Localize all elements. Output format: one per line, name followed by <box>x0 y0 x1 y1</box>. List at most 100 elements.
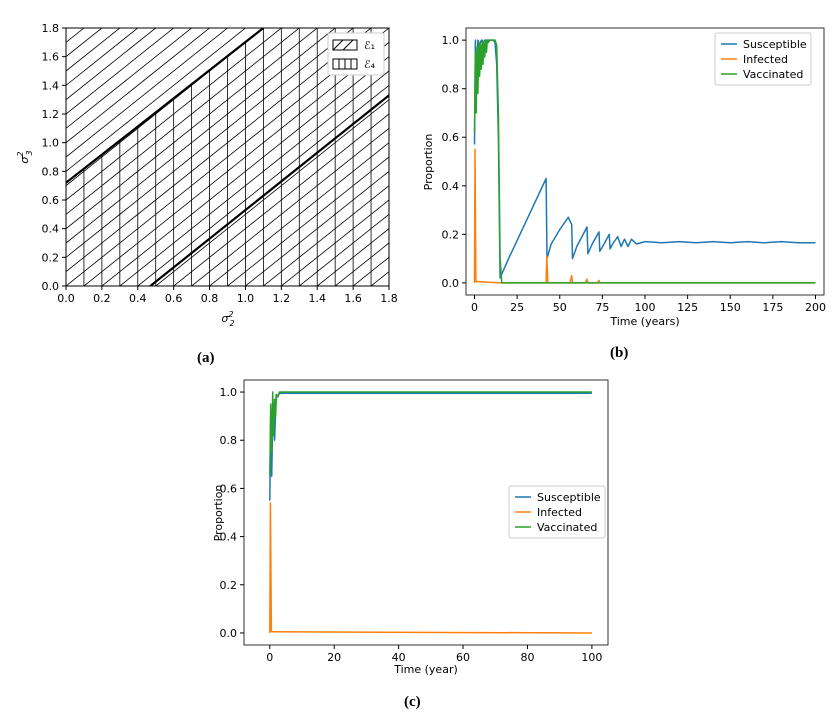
series-line-infected <box>269 502 592 634</box>
x-tick-label: 0.4 <box>129 292 147 305</box>
y-tick-label: 1.4 <box>42 79 60 92</box>
caption-b: (b) <box>610 345 629 361</box>
x-tick-label: 125 <box>677 301 698 314</box>
hatch-diagonal <box>66 28 229 158</box>
legend-label: Susceptible <box>537 491 601 504</box>
y-tick-label: 0.6 <box>442 131 460 144</box>
x-tick-label: 0.6 <box>165 292 183 305</box>
x-tick-label: 1.4 <box>308 292 326 305</box>
y-tick-label: 1.8 <box>42 22 60 35</box>
x-axis-label: Time (years) <box>609 315 679 328</box>
y-ticks: 0.0 0.2 0.4 0.6 0.8 1.0 <box>442 34 466 290</box>
x-ticks: 0 20 40 60 80 100 <box>266 645 602 664</box>
x-tick-label: 80 <box>520 651 534 664</box>
legend-box <box>714 32 812 86</box>
hatch-diagonal <box>66 0 389 14</box>
hatch-diagonal <box>66 28 193 129</box>
chart-b: 0 25 50 75 100 125 150 175 200 0.0 0.2 0.4 0.6 0.8 1.… <box>422 27 826 328</box>
y-tick-label: 1.0 <box>442 34 460 47</box>
x-tick-label: 0 <box>266 651 273 664</box>
y-tick-label: 0.0 <box>442 277 460 290</box>
y-tick-label: 0.2 <box>220 579 238 592</box>
series-line-vaccinated <box>473 39 816 284</box>
hatch-region <box>66 0 389 286</box>
x-ticks: 0.0 0.2 0.4 0.6 0.8 1.0 1.2 1.4 1.6 1.8 <box>57 286 398 305</box>
legend-label: Infected <box>537 506 582 519</box>
caption-a: (a) <box>197 350 215 366</box>
y-tick-label: 1.2 <box>42 108 60 121</box>
x-tick-label: 1.6 <box>344 292 362 305</box>
series-group <box>473 39 816 284</box>
x-tick-label: 1.8 <box>380 292 398 305</box>
legend-label: Vaccinated <box>743 68 803 81</box>
y-axis-label: σ23 <box>16 150 34 163</box>
plot-frame <box>243 379 609 646</box>
series-line-susceptible <box>269 392 592 501</box>
y-tick-label: 0.4 <box>442 180 460 193</box>
y-tick-label: 0.8 <box>42 165 60 178</box>
x-axis-label: Time (year) <box>393 663 458 676</box>
chart-a: 0.0 0.2 0.4 0.6 0.8 1.0 1.2 1.4 1.6 1.8 0.0 0.2 0.4… <box>16 0 398 328</box>
hatch-diagonal <box>66 28 247 172</box>
series-line-infected <box>473 148 816 284</box>
legend: Susceptible Infected Vaccinated <box>508 485 606 539</box>
legend: Susceptible Infected Vaccinated <box>714 32 812 86</box>
legend-label: Infected <box>743 53 788 66</box>
boundary-line <box>149 94 389 286</box>
y-ticks: 0.0 0.2 0.4 0.6 0.8 1.0 1.2 1.4 1.6 1.8 <box>42 22 66 293</box>
x-tick-label: 1.0 <box>237 292 255 305</box>
y-tick-label: 0.8 <box>220 434 238 447</box>
x-tick-label: 50 <box>553 301 567 314</box>
y-axis-label: Proportion <box>212 485 225 542</box>
legend-label: Susceptible <box>743 38 807 51</box>
x-tick-label: 0.8 <box>201 292 219 305</box>
plot-frame <box>65 27 390 287</box>
y-tick-label: 1.6 <box>42 51 60 64</box>
y-tick-label: 0.0 <box>42 280 60 293</box>
y-axis-label: Proportion <box>422 134 435 191</box>
x-ticks: 0 25 50 75 100 125 150 175 200 <box>471 295 826 314</box>
legend-box <box>508 485 606 539</box>
x-tick-label: 25 <box>510 301 524 314</box>
y-tick-label: 0.6 <box>42 194 60 207</box>
x-tick-label: 75 <box>595 301 609 314</box>
x-tick-label: 100 <box>581 651 602 664</box>
hatch-diagonal <box>66 28 157 100</box>
legend-label: Vaccinated <box>537 521 597 534</box>
boundary-lines <box>66 28 389 286</box>
x-tick-label: 1.2 <box>273 292 291 305</box>
legend-label-e4: ℰ₄ <box>364 58 376 71</box>
caption-c: (c) <box>404 694 421 710</box>
x-tick-label: 200 <box>805 301 826 314</box>
y-tick-label: 1.0 <box>42 137 60 150</box>
hatch-diagonal <box>66 28 175 115</box>
x-tick-label: 175 <box>762 301 783 314</box>
series-line-vaccinated <box>269 391 592 477</box>
legend-label-e1: ℰ₁ <box>364 39 375 52</box>
y-tick-label: 0.2 <box>42 251 60 264</box>
y-tick-label: 1.0 <box>220 386 238 399</box>
x-axis-label: σ2 2 <box>221 310 234 328</box>
y-tick-label: 0.4 <box>220 531 238 544</box>
y-tick-label: 0.2 <box>442 228 460 241</box>
x-tick-label: 60 <box>456 651 470 664</box>
y-tick-label: 0.8 <box>442 83 460 96</box>
x-tick-label: 40 <box>392 651 406 664</box>
hatch-diagonal <box>66 28 211 143</box>
legend: ℰ₁ ℰ₄ <box>327 32 385 76</box>
hatch-diagonal <box>66 28 139 86</box>
x-tick-label: 0.0 <box>57 292 75 305</box>
y-tick-label: 0.0 <box>220 627 238 640</box>
x-tick-label: 150 <box>720 301 741 314</box>
y-ticks: 0.0 0.2 0.4 0.6 0.8 1.0 <box>220 386 244 640</box>
y-tick-label: 0.6 <box>220 482 238 495</box>
x-tick-label: 100 <box>635 301 656 314</box>
legend-item-e1: ℰ₁ <box>332 39 375 52</box>
boundary-line <box>66 28 265 184</box>
chart-c: 0 20 40 60 80 100 0.0 0.2 0.4 0.6 0.8 1.0 Time (ye… <box>212 379 609 676</box>
series-group <box>269 391 592 634</box>
legend-item-e4: ℰ₄ <box>332 58 376 71</box>
x-tick-label: 0.2 <box>93 292 111 305</box>
hatch-diagonal <box>66 28 67 29</box>
x-tick-label: 20 <box>327 651 341 664</box>
